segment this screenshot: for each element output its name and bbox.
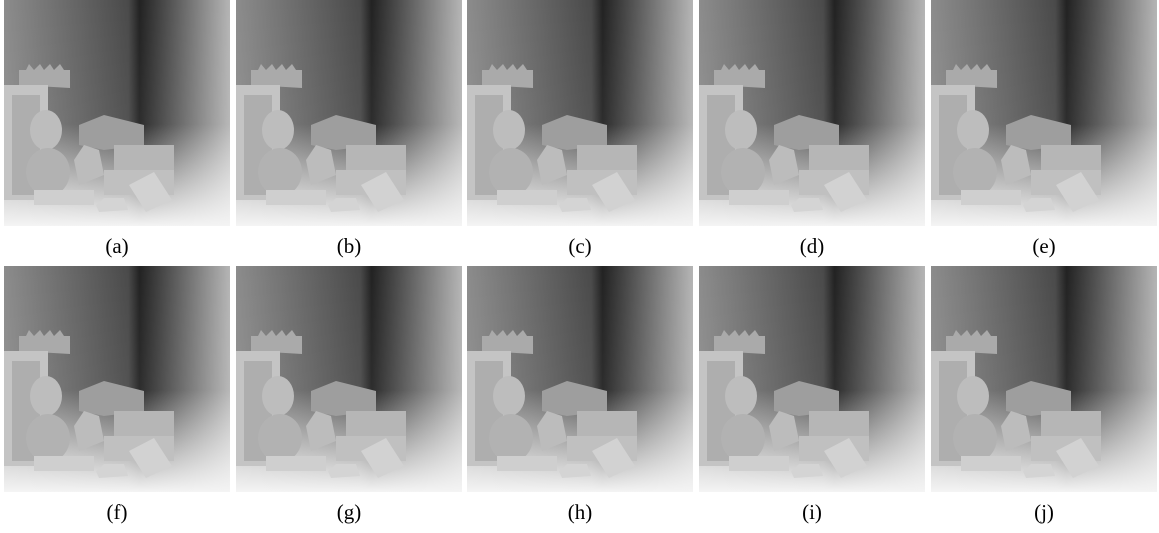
panel-label: (i) <box>802 500 822 524</box>
panel-label: (f) <box>107 500 128 524</box>
depth-map-image <box>699 266 925 492</box>
depth-map-image <box>699 0 925 226</box>
depth-map-image <box>236 266 462 492</box>
panel-label: (c) <box>568 234 591 258</box>
panel-label: (h) <box>568 500 593 524</box>
depth-map-image <box>4 0 230 226</box>
depth-map-image <box>236 0 462 226</box>
depth-map-image <box>467 0 693 226</box>
panel-label: (g) <box>337 500 362 524</box>
panel-label: (e) <box>1032 234 1055 258</box>
panel-label: (j) <box>1034 500 1054 524</box>
panel-label: (a) <box>105 234 128 258</box>
depth-map-image <box>4 266 230 492</box>
panel-label: (d) <box>800 234 825 258</box>
panel-label: (b) <box>337 234 362 258</box>
depth-map-image <box>931 266 1157 492</box>
depth-map-image <box>931 0 1157 226</box>
depth-map-image <box>467 266 693 492</box>
figure: (a) (b) (c) (d) (e) (f) (g) (h) (i) (j) <box>0 0 1159 533</box>
